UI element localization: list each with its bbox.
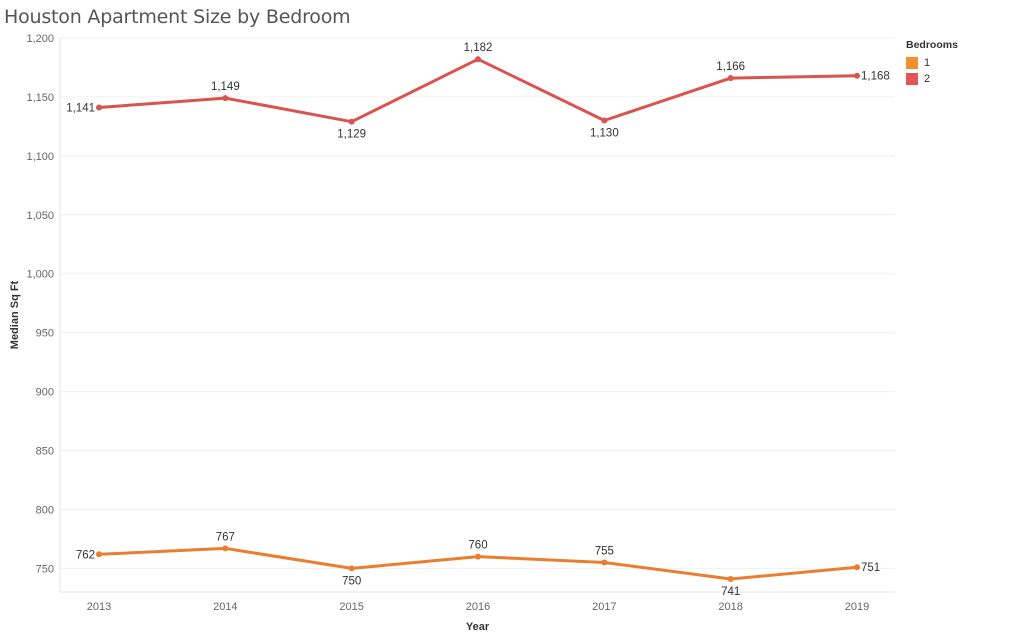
- data-label: 760: [468, 540, 487, 552]
- data-point: [96, 104, 102, 111]
- data-point: [96, 551, 102, 558]
- y-tick-label: 750: [36, 563, 54, 575]
- data-label: 1,149: [211, 81, 240, 93]
- data-point: [727, 75, 734, 82]
- chart-title: Houston Apartment Size by Bedroom: [4, 6, 351, 28]
- gridlines: [59, 37, 895, 593]
- legend-title: Bedrooms: [906, 39, 958, 51]
- legend-swatch: [906, 57, 918, 69]
- y-tick-label: 950: [36, 328, 54, 340]
- data-label: 755: [595, 546, 614, 558]
- y-tick-label: 1,050: [26, 210, 54, 222]
- data-label: 1,129: [337, 129, 366, 141]
- y-tick-label: 1,150: [26, 92, 54, 104]
- x-axis-ticks: 2013 2014 2015 2016 2017 2018 2019: [87, 601, 869, 613]
- data-point: [222, 545, 229, 552]
- y-tick-label: 1,000: [26, 269, 54, 281]
- series-lines: [97, 57, 859, 581]
- data-label: 1,130: [590, 128, 619, 140]
- data-label: 741: [721, 586, 740, 598]
- x-tick-label: 2018: [718, 601, 742, 613]
- data-point: [475, 553, 481, 560]
- data-point: [854, 72, 860, 79]
- data-point: [854, 564, 860, 571]
- x-tick-label: 2013: [87, 601, 111, 613]
- data-label: 750: [342, 575, 361, 587]
- data-point: [348, 118, 355, 125]
- legend-swatch: [906, 73, 918, 85]
- data-point: [348, 565, 355, 572]
- series-points: [96, 56, 860, 583]
- x-axis-title: Year: [466, 621, 490, 633]
- data-point: [601, 559, 608, 566]
- x-tick-label: 2016: [466, 601, 490, 613]
- y-tick-label: 900: [36, 387, 54, 399]
- data-label: 1,168: [861, 71, 890, 83]
- y-axis-title: Median Sq Ft: [9, 280, 21, 349]
- data-label: 1,141: [66, 103, 95, 115]
- y-tick-label: 800: [36, 504, 54, 516]
- y-tick-label: 1,200: [26, 33, 54, 45]
- legend-label: 1: [924, 57, 931, 69]
- data-labels: 762 767 750 760 755 741 751 1,141 1,149 1,129 1,18…: [66, 42, 890, 598]
- data-point: [475, 56, 481, 63]
- y-tick-label: 850: [36, 446, 54, 458]
- x-tick-label: 2014: [213, 601, 237, 613]
- data-point: [222, 95, 229, 102]
- legend-item-1[interactable]: 1: [906, 55, 958, 71]
- legend-item-2[interactable]: 2: [906, 71, 958, 87]
- data-label: 1,182: [464, 42, 493, 54]
- legend: Bedrooms 1 2: [906, 39, 958, 87]
- data-label: 762: [76, 549, 95, 561]
- data-label: 751: [861, 562, 880, 574]
- data-point: [727, 576, 734, 583]
- data-label: 767: [216, 531, 235, 543]
- x-tick-label: 2017: [592, 601, 616, 613]
- data-label: 1,166: [716, 61, 745, 73]
- x-tick-label: 2019: [845, 601, 869, 613]
- legend-label: 2: [924, 73, 931, 85]
- data-point: [601, 117, 608, 124]
- x-tick-label: 2015: [339, 601, 363, 613]
- series-line-1: [97, 546, 859, 581]
- y-tick-label: 1,100: [26, 151, 54, 163]
- y-axis-ticks: 750 800 850 900 950 1,000 1,050 1,100 1,150 1,200: [26, 33, 54, 575]
